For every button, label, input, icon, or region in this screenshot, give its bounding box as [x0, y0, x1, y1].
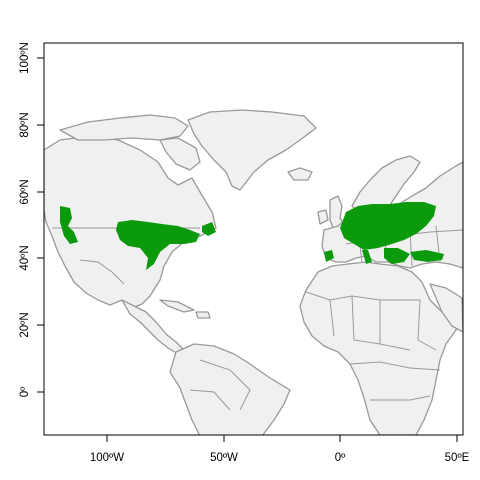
y-tick-label: 0º: [19, 386, 31, 397]
south-america: [169, 343, 291, 435]
range-europe: [340, 202, 436, 250]
arctic-islands: [59, 114, 189, 141]
greenland: [187, 109, 317, 191]
x-axis: 100ºW 50ºW 0º 50ºE: [90, 435, 470, 464]
y-tick-label: 100ºN: [19, 42, 31, 74]
arabian-peninsula: [429, 283, 463, 333]
range-iberia: [324, 250, 334, 262]
y-tick-label: 80ºN: [19, 112, 31, 137]
range-maritime-na: [202, 222, 216, 236]
x-tick-label: 100ºW: [90, 452, 124, 464]
cuba: [159, 299, 195, 313]
basemap: [44, 109, 463, 435]
plot-frame: [43, 42, 464, 436]
range-italy: [362, 250, 372, 264]
x-tick-label: 50ºW: [210, 452, 238, 464]
x-tick-label: 50ºE: [445, 452, 470, 464]
range-balkans: [384, 248, 410, 264]
y-tick-label: 60ºN: [19, 179, 31, 204]
hispaniola: [195, 311, 211, 319]
y-tick-label: 40ºN: [19, 245, 31, 270]
y-axis: 0º 20ºN 40ºN 60ºN 80ºN 100ºN: [19, 42, 44, 397]
range-anatolia: [410, 250, 444, 262]
range-eastern-na: [116, 220, 200, 270]
range-western-na: [60, 206, 78, 244]
ireland: [317, 209, 329, 225]
y-tick-label: 20ºN: [19, 312, 31, 337]
species-range: [60, 202, 444, 270]
baffin-island: [159, 137, 201, 171]
iceland: [287, 167, 313, 181]
x-tick-label: 0º: [335, 452, 346, 464]
